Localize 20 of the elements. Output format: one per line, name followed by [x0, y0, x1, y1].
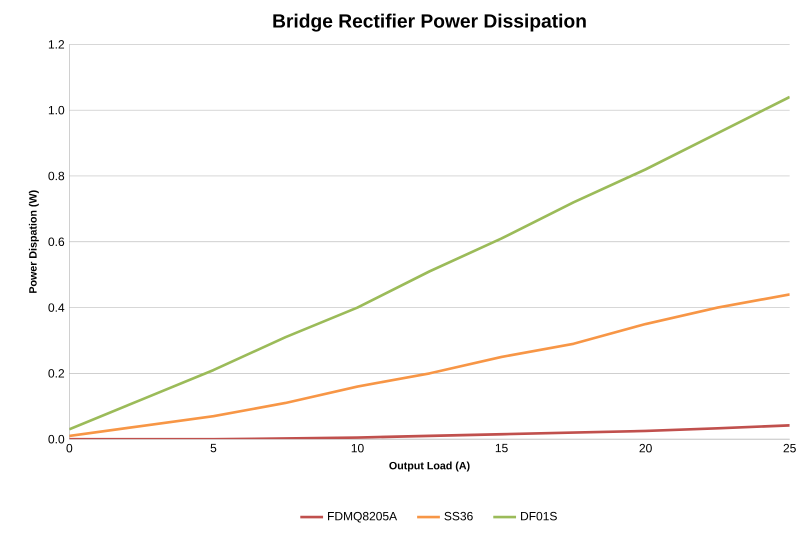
x-tick-label: 5 [210, 444, 216, 452]
y-tick-label: 1.2 [48, 40, 64, 48]
y-axis-title: Power Dispation (W) [28, 190, 39, 293]
x-tick-label: 0 [66, 444, 72, 452]
y-tick-label: 0.0 [48, 434, 64, 444]
y-tick-label: 0.2 [48, 369, 64, 378]
x-tick-label: 20 [640, 444, 652, 452]
legend-label: FDMQ8205A [328, 512, 398, 522]
x-tick-label: 25 [784, 444, 796, 452]
x-axis-title: Output Load (A) [389, 461, 470, 472]
line-series [69, 96, 790, 431]
y-tick-label: 0.6 [48, 237, 64, 246]
y-tick-label: 1.0 [48, 106, 64, 114]
y-tick-label: 0.4 [48, 303, 64, 312]
x-tick-label: 15 [496, 444, 508, 452]
legend-label: DF01S [521, 512, 557, 520]
x-tick-label: 10 [352, 444, 364, 452]
legend-label: SS36 [444, 512, 473, 520]
chart-title: Bridge Rectifier Power Dissipation [273, 14, 586, 32]
y-tick-label: 0.8 [48, 172, 64, 180]
